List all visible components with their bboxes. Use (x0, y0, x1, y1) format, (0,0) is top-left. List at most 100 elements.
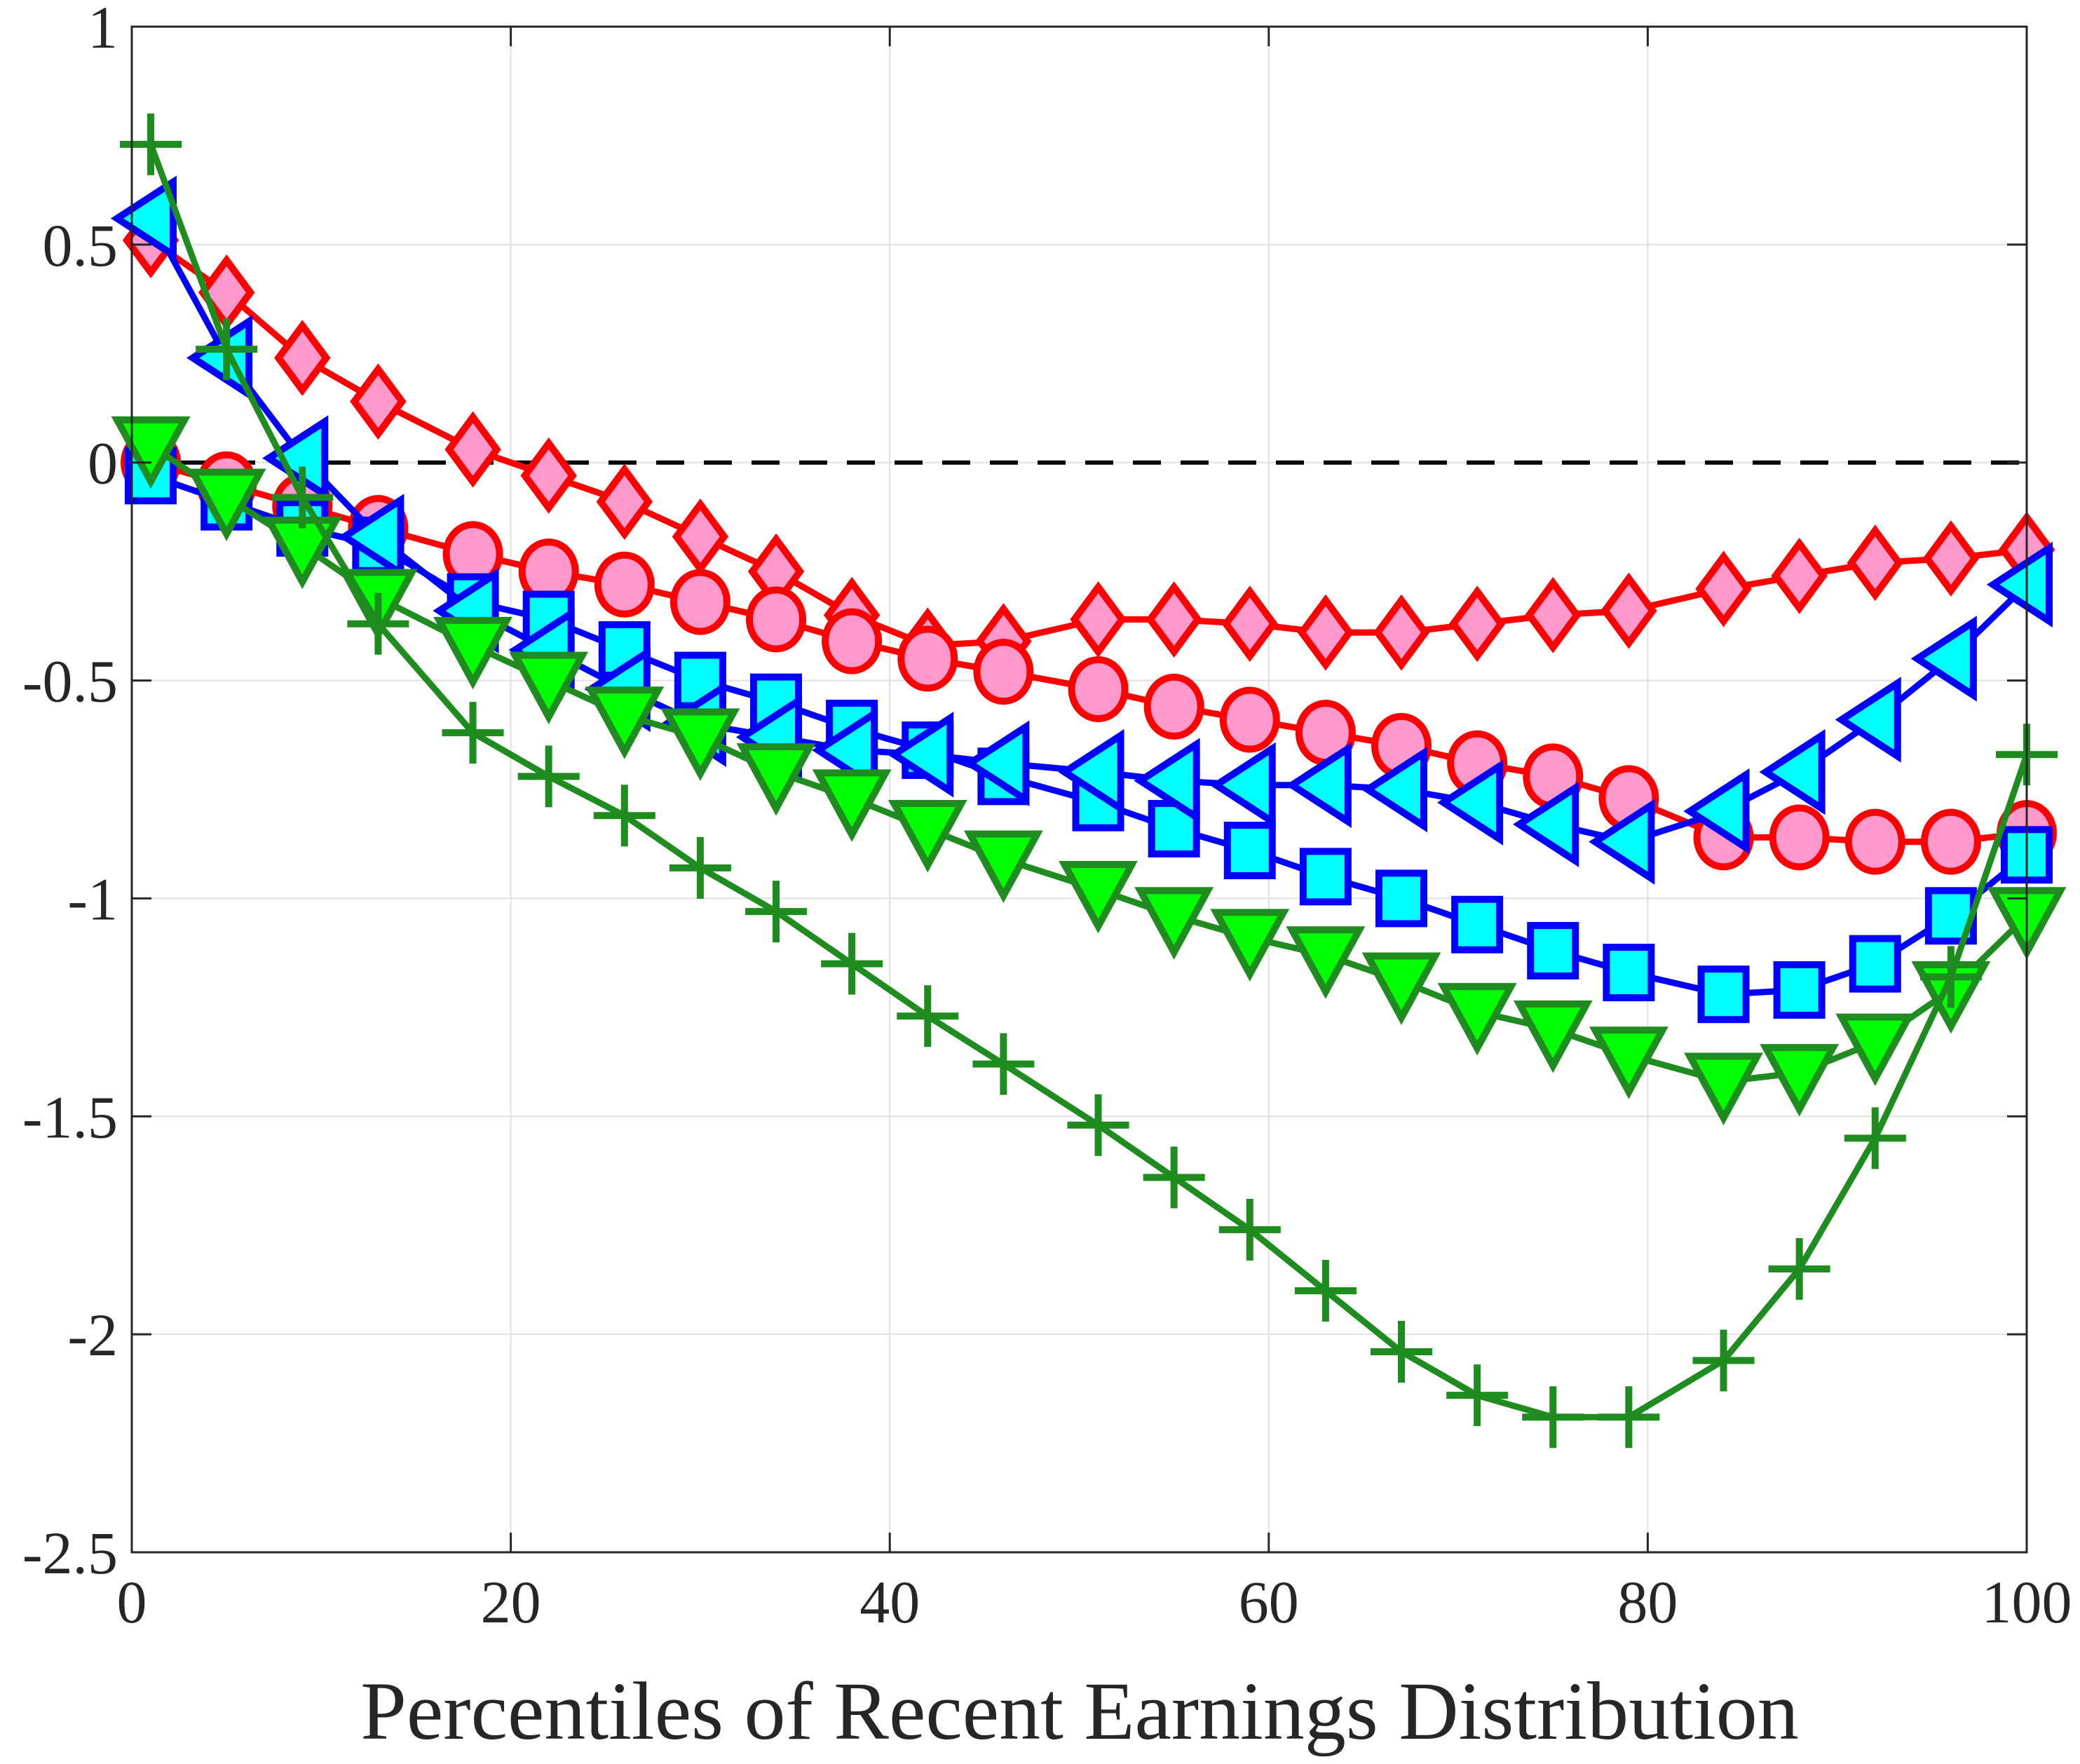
y-tick-label: -0.5 (22, 648, 118, 715)
diamond-marker-icon (1600, 572, 1657, 649)
x-axis-ticks: 0 20 40 60 80 100 (117, 27, 2072, 1636)
down-triangle-marker-icon (1437, 983, 1517, 1056)
circle-marker-icon (594, 551, 655, 618)
square-marker-icon (1697, 965, 1750, 1024)
square-marker-icon (1527, 922, 1579, 980)
left-triangle-marker-icon (1513, 781, 1579, 867)
down-triangle-marker-icon (1589, 1026, 1668, 1099)
left-triangle-marker-icon (1759, 728, 1826, 815)
series-plus (120, 113, 2058, 1448)
circle-marker-icon (1844, 808, 1905, 875)
x-tick-label: 20 (481, 1568, 541, 1636)
diamond-marker-icon (1922, 520, 1980, 597)
circle-marker-icon (1068, 656, 1129, 723)
series-diamond (122, 202, 2055, 684)
down-triangle-marker-icon (660, 708, 740, 781)
circle-marker-icon (669, 569, 730, 635)
y-tick-label: -2.5 (22, 1519, 118, 1587)
circle-marker-icon (1769, 804, 1830, 871)
left-triangle-marker-icon (1058, 728, 1124, 815)
circle-marker-icon (1920, 808, 1981, 875)
square-marker-icon (1924, 887, 1977, 945)
y-tick-label: -1 (67, 865, 118, 932)
left-triangle-marker-icon (110, 175, 177, 262)
circle-marker-icon (897, 625, 958, 692)
left-triangle-marker-icon (1910, 616, 1977, 702)
down-triangle-marker-icon (1760, 1044, 1840, 1117)
down-triangle-marker-icon (1210, 909, 1290, 982)
plot-area-frame (130, 25, 2028, 1554)
diamond-marker-icon (444, 411, 501, 488)
left-triangle-marker-icon (1134, 738, 1200, 824)
square-marker-icon (1299, 848, 1352, 906)
down-triangle-marker-icon (1513, 1000, 1593, 1073)
down-triangle-marker-icon (1684, 1052, 1763, 1125)
diamond-marker-icon (1297, 594, 1354, 671)
diamond-marker-icon (1448, 585, 1506, 663)
left-triangle-marker-icon (963, 720, 1030, 806)
down-triangle-marker-icon (111, 416, 191, 489)
down-triangle-marker-icon (736, 743, 816, 816)
series-line (148, 217, 2030, 846)
circle-marker-icon (973, 639, 1034, 705)
left-triangle-marker-icon (1986, 541, 2053, 628)
left-triangle-marker-icon (1436, 759, 1504, 846)
square-marker-icon (1451, 895, 1504, 954)
y-axis-ticks: 1 0.5 0 -0.5 -1 -1.5 -2 -2.5 (22, 0, 2027, 1587)
left-triangle-marker-icon (811, 707, 878, 794)
down-triangle-marker-icon (1134, 887, 1214, 960)
circle-marker-icon (1143, 673, 1204, 740)
y-tick-label: 0 (88, 430, 118, 497)
diamond-marker-icon (1373, 594, 1430, 671)
left-triangle-marker-icon (1285, 742, 1352, 828)
series-circle (121, 429, 2057, 875)
square-marker-icon (1849, 935, 1901, 993)
circle-marker-icon (822, 608, 883, 674)
diamond-marker-icon (1525, 576, 1582, 653)
square-marker-icon (1375, 869, 1428, 928)
diamond-marker-icon (1771, 537, 1828, 614)
left-triangle-marker-icon (1683, 768, 1750, 855)
circle-marker-icon (746, 586, 807, 653)
y-tick-label: 1 (88, 0, 118, 61)
square-marker-icon (674, 651, 726, 710)
left-triangle-marker-icon (888, 712, 954, 798)
diamond-marker-icon (198, 254, 255, 331)
series-line (149, 473, 2029, 998)
down-triangle-marker-icon (963, 830, 1043, 903)
diamond-marker-icon (672, 498, 729, 575)
down-triangle-marker-icon (1059, 860, 1138, 934)
square-marker-icon (1603, 944, 1655, 1002)
left-triangle-marker-icon (262, 415, 329, 501)
data-series (110, 113, 2067, 1448)
left-triangle-marker-icon (1835, 677, 1901, 763)
down-triangle-marker-icon (509, 651, 589, 725)
x-tick-label: 60 (1239, 1568, 1299, 1636)
diamond-marker-icon (274, 320, 331, 396)
down-triangle-marker-icon (186, 468, 266, 541)
diamond-marker-icon (1221, 585, 1278, 663)
y-tick-label: 0.5 (43, 212, 118, 279)
series-down-triangle (111, 416, 2067, 1125)
y-tick-label: -2 (67, 1301, 118, 1369)
down-triangle-marker-icon (433, 616, 512, 690)
x-tick-label: 100 (1982, 1568, 2072, 1636)
diamond-marker-icon (596, 463, 653, 541)
square-marker-icon (1223, 822, 1276, 880)
y-tick-label: -1.5 (22, 1083, 118, 1151)
diamond-marker-icon (1695, 550, 1752, 627)
left-triangle-marker-icon (1361, 746, 1428, 833)
x-axis-label: Percentiles of Recent Earnings Distribut… (360, 1665, 1798, 1757)
series-left-triangle (110, 175, 2053, 885)
x-tick-label: 40 (859, 1568, 920, 1636)
down-triangle-marker-icon (888, 799, 967, 873)
circle-marker-icon (1219, 686, 1280, 753)
diamond-marker-icon (1847, 524, 1903, 602)
down-triangle-marker-icon (585, 686, 665, 759)
diamond-marker-icon (1146, 581, 1202, 658)
diamond-marker-icon (520, 437, 577, 514)
x-tick-label: 0 (117, 1568, 147, 1636)
down-triangle-marker-icon (1361, 952, 1441, 1025)
diamond-marker-icon (350, 363, 407, 440)
